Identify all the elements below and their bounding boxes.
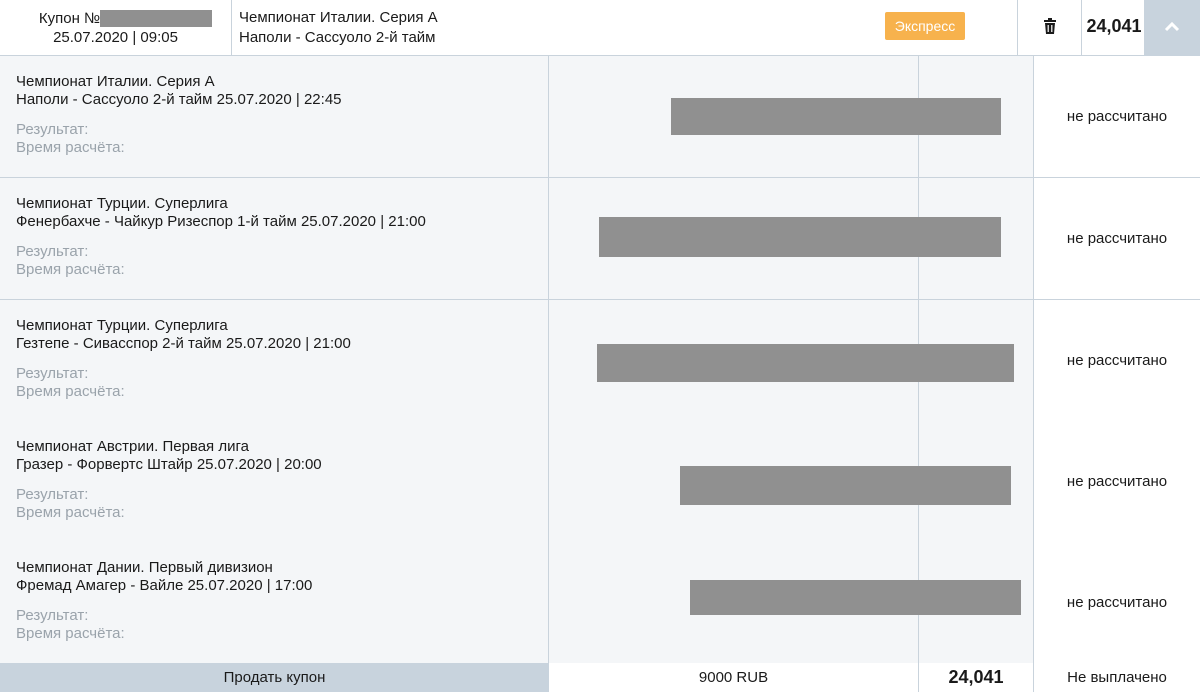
chevron-up-icon <box>1164 19 1180 37</box>
event-odds-cell <box>919 56 1034 177</box>
coupon-odds: 24,041 <box>1086 16 1142 36</box>
event-row: Чемпионат Италии. Серия А Наполи - Сассу… <box>0 56 1200 178</box>
event-info: Чемпионат Италии. Серия А Наполи - Сассу… <box>0 56 549 177</box>
event-status: не рассчитано <box>1034 542 1200 663</box>
total-odds: 24,041 <box>919 663 1034 692</box>
event-calc-time-label: Время расчёта: <box>16 625 125 642</box>
event-info: Чемпионат Турции. Суперлига Гезтепе - Си… <box>0 300 549 421</box>
redacted-block <box>680 466 1011 505</box>
summary-match: Наполи - Сассуоло 2-й тайм <box>239 29 436 46</box>
stake-amount: 9000 RUB <box>549 663 919 692</box>
event-calc-time-label: Время расчёта: <box>16 139 125 156</box>
event-match: Наполи - Сассуоло 2-й тайм 25.07.2020 | … <box>16 91 342 108</box>
delete-coupon-button[interactable] <box>1019 0 1082 56</box>
event-row: Чемпионат Дании. Первый дивизион Фремад … <box>0 542 1200 664</box>
event-calc-time-label: Время расчёта: <box>16 261 125 278</box>
event-result-label: Результат: <box>16 121 89 138</box>
event-info: Чемпионат Австрии. Первая лига Гразер - … <box>0 421 549 542</box>
coupon-id-cell: Купон № 25.07.2020 | 09:05 <box>0 0 232 56</box>
event-info: Чемпионат Дании. Первый дивизион Фремад … <box>0 542 549 663</box>
coupon-number-label: Купон № <box>38 10 101 27</box>
coupon-header: Купон № 25.07.2020 | 09:05 Чемпионат Ита… <box>0 0 1200 56</box>
event-championship: Чемпионат Турции. Суперлига <box>16 195 228 212</box>
event-status: не рассчитано <box>1034 56 1200 177</box>
redacted-block <box>597 344 1014 382</box>
event-row: Чемпионат Турции. Суперлига Гезтепе - Си… <box>0 300 1200 422</box>
coupon-footer: Продать купон 9000 RUB 24,041 Не выплаче… <box>0 663 1200 692</box>
event-match: Гезтепе - Сивасспор 2-й тайм 25.07.2020 … <box>16 335 351 352</box>
summary-championship: Чемпионат Италии. Серия А <box>239 9 438 26</box>
express-badge: Экспресс <box>885 12 965 40</box>
event-match: Фенербахче - Чайкур Ризеспор 1-й тайм 25… <box>16 213 426 230</box>
event-status: не рассчитано <box>1034 178 1200 299</box>
event-row: Чемпионат Турции. Суперлига Фенербахче -… <box>0 178 1200 300</box>
sell-coupon-button[interactable]: Продать купон <box>0 663 549 692</box>
event-status: не рассчитано <box>1034 300 1200 421</box>
payout-status: Не выплачено <box>1067 669 1167 686</box>
event-result-label: Результат: <box>16 243 89 260</box>
collapse-button[interactable] <box>1144 0 1200 56</box>
event-result-label: Результат: <box>16 486 89 503</box>
redacted-block <box>690 580 1021 615</box>
redacted-block <box>599 217 1001 257</box>
event-championship: Чемпионат Италии. Серия А <box>16 73 215 90</box>
event-odds-cell <box>919 421 1034 542</box>
event-info: Чемпионат Турции. Суперлига Фенербахче -… <box>0 178 549 299</box>
event-championship: Чемпионат Турции. Суперлига <box>16 317 228 334</box>
event-calc-time-label: Время расчёта: <box>16 383 125 400</box>
event-match: Фремад Амагер - Вайле 25.07.2020 | 17:00 <box>16 577 313 594</box>
coupon-summary: Чемпионат Италии. Серия А Наполи - Сассу… <box>233 0 1018 56</box>
coupon-datetime: 25.07.2020 | 09:05 <box>53 29 178 46</box>
event-championship: Чемпионат Австрии. Первая лига <box>16 438 249 455</box>
event-odds-cell <box>919 542 1034 663</box>
event-odds-cell <box>919 178 1034 299</box>
event-result-label: Результат: <box>16 365 89 382</box>
event-match: Гразер - Форвертс Штайр 25.07.2020 | 20:… <box>16 456 322 473</box>
event-odds-cell <box>919 300 1034 421</box>
event-calc-time-label: Время расчёта: <box>16 504 125 521</box>
event-status: не рассчитано <box>1034 421 1200 542</box>
event-result-label: Результат: <box>16 607 89 624</box>
redacted-block <box>671 98 1001 135</box>
event-row: Чемпионат Австрии. Первая лига Гразер - … <box>0 421 1200 543</box>
coupon-number-redacted <box>100 10 213 27</box>
trash-icon <box>1043 17 1057 39</box>
event-championship: Чемпионат Дании. Первый дивизион <box>16 559 273 576</box>
